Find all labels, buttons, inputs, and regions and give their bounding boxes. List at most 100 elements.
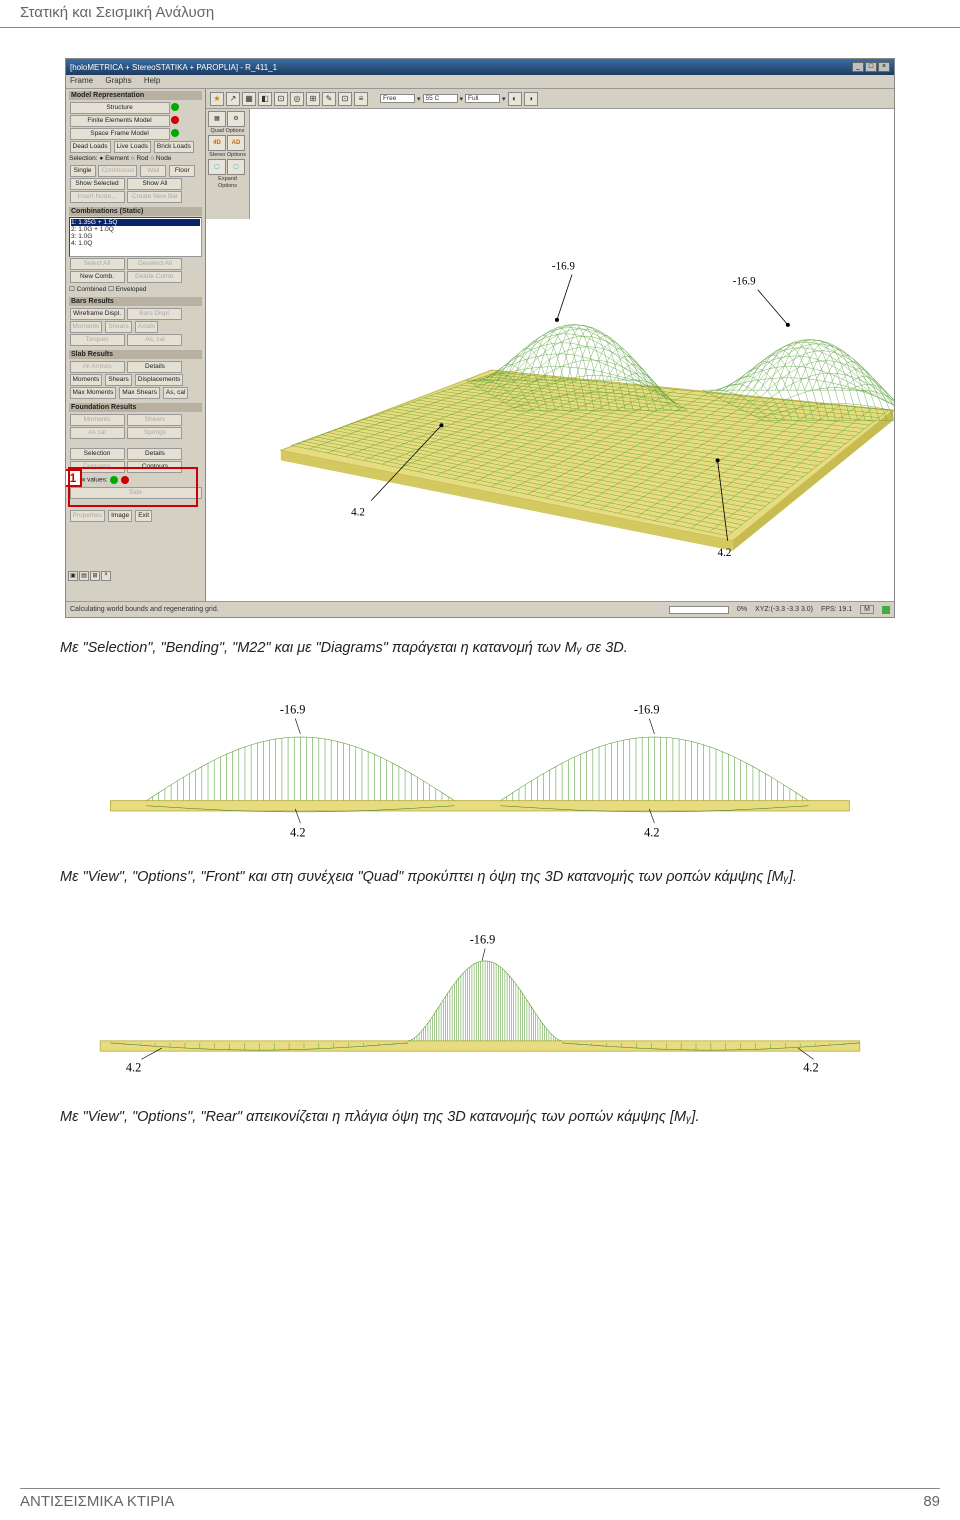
- taskbar-icon[interactable]: ⊞: [90, 571, 100, 581]
- panel-button[interactable]: Max Moments: [70, 387, 117, 399]
- tool-icon[interactable]: ◧: [258, 92, 272, 106]
- quad-icon[interactable]: ▦: [208, 111, 226, 127]
- panel-button[interactable]: As cal: [70, 427, 125, 439]
- select-all-button[interactable]: Select All: [70, 258, 125, 270]
- image-button[interactable]: Image: [108, 510, 132, 522]
- anno-label: -16.9: [280, 703, 306, 717]
- continuous-button[interactable]: Continuous: [98, 165, 137, 177]
- star-icon[interactable]: ★: [210, 92, 224, 106]
- delete-comb-button[interactable]: Delete Comb.: [127, 271, 182, 283]
- toolbar-dropdown[interactable]: Full: [465, 94, 500, 103]
- list-item[interactable]: 4: 1.0Q: [71, 240, 200, 247]
- panel-button[interactable]: Shears: [105, 374, 132, 386]
- fem-button[interactable]: Finite Elements Model: [70, 115, 170, 127]
- section-title: Slab Results: [69, 350, 202, 359]
- expand-icon[interactable]: ▢: [227, 159, 245, 175]
- anno-label: 4.2: [803, 1060, 818, 1074]
- indicator-icon: [171, 129, 179, 137]
- panel-button[interactable]: Moments: [70, 414, 125, 426]
- menu-item[interactable]: Help: [144, 76, 160, 85]
- combined-enveloped-checks[interactable]: ☐ Combined ☐ Enveloped: [69, 285, 202, 293]
- close-button[interactable]: ×: [878, 62, 890, 72]
- selection-radios[interactable]: Selection: ● Element ○ Rod ○ Node: [69, 155, 202, 162]
- toolbar-label: Quad Options: [208, 128, 247, 135]
- top-toolbar: ★ ↗ ▦ ◧ ⊡ ◎ ⊞ ✎ ⊡ ≡ Free▾ 55 C▾ Full▾ ◐ …: [206, 89, 894, 109]
- taskbar-icon[interactable]: ×: [101, 571, 111, 581]
- mesh-3d-svg: -16.9 -16.9 4.2 4.2: [250, 109, 894, 601]
- deselect-all-button[interactable]: Deselect All: [127, 258, 182, 270]
- floor-button[interactable]: Floor: [169, 165, 195, 177]
- window-buttons: _ □ ×: [852, 62, 890, 72]
- panel-button[interactable]: Moments: [70, 321, 103, 333]
- panel-button[interactable]: Moments: [70, 374, 103, 386]
- tool-icon[interactable]: ◎: [290, 92, 304, 106]
- figure-front: -16.9 -16.9 4.2 4.2: [90, 698, 870, 857]
- panel-button[interactable]: Springs: [127, 427, 182, 439]
- panel-button[interactable]: Max Shears: [119, 387, 160, 399]
- expand-icon[interactable]: ▢: [208, 159, 226, 175]
- dead-loads-button[interactable]: Dead Loads: [70, 141, 111, 153]
- panel-button[interactable]: Wireframe Displ.: [70, 308, 125, 320]
- anno-label: -16.9: [733, 276, 756, 288]
- menu-item[interactable]: Frame: [70, 76, 93, 85]
- combinations-listbox[interactable]: 1: 1.35G + 1.5Q 2: 1.0G + 1.0Q 3: 1.0G 4…: [69, 217, 202, 257]
- panel-button[interactable]: Shears: [105, 321, 132, 333]
- progress-bar: [669, 606, 729, 614]
- toolbar-dropdown[interactable]: Free: [380, 94, 415, 103]
- details-button[interactable]: Details: [127, 448, 182, 460]
- panel-button[interactable]: Bars Displ.: [127, 308, 182, 320]
- panel-button[interactable]: Torques: [70, 334, 125, 346]
- toolbar-label: Expand Options: [208, 176, 247, 190]
- tool-icon[interactable]: ⊡: [338, 92, 352, 106]
- panel-button[interactable]: As, cal: [163, 387, 189, 399]
- caption-2: Με "View", "Options", "Front" και στη συ…: [60, 867, 900, 887]
- exit-button[interactable]: Exit: [135, 510, 152, 522]
- options-icon[interactable]: ⚙: [227, 111, 245, 127]
- tool-icon[interactable]: ✎: [322, 92, 336, 106]
- live-loads-button[interactable]: Live Loads: [114, 141, 151, 153]
- insert-node-button[interactable]: Insert Node...: [70, 191, 125, 203]
- show-selected-button[interactable]: Show Selected: [70, 178, 125, 190]
- tool-icon[interactable]: ≡: [354, 92, 368, 106]
- tool-icon[interactable]: ↗: [226, 92, 240, 106]
- tool-icon[interactable]: ▦: [242, 92, 256, 106]
- page-footer: ΑΝΤΙΣΕΙΣΜΙΚΑ ΚΤΙΡΙΑ 89: [20, 1488, 940, 1510]
- panel-button[interactable]: Displacements: [135, 374, 184, 386]
- anno-label: 4.2: [644, 826, 659, 840]
- brick-loads-button[interactable]: Brick Loads: [154, 141, 194, 153]
- taskbar-icon[interactable]: ▤: [79, 571, 89, 581]
- panel-button[interactable]: Shears: [127, 414, 182, 426]
- tool-icon[interactable]: ◑: [524, 92, 538, 106]
- tool-icon[interactable]: ⊞: [306, 92, 320, 106]
- menu-item[interactable]: Graphs: [105, 76, 131, 85]
- panel-button[interactable]: All Arrows: [70, 361, 125, 373]
- stereo-ad-icon[interactable]: AD: [227, 135, 245, 151]
- maximize-button[interactable]: □: [865, 62, 877, 72]
- toolbar-label: Stereo Options: [208, 152, 247, 159]
- minimize-button[interactable]: _: [852, 62, 864, 72]
- taskbar-icon[interactable]: ▣: [68, 571, 78, 581]
- stereo-4d-icon[interactable]: 4D: [208, 135, 226, 151]
- tool-icon[interactable]: ◐: [508, 92, 522, 106]
- space-frame-button[interactable]: Space Frame Model: [70, 128, 170, 140]
- mode-indicator: M: [860, 605, 874, 614]
- panel-button[interactable]: Details: [127, 361, 182, 373]
- rear-view-svg: -16.9 4.2 4.2: [90, 928, 870, 1092]
- single-button[interactable]: Single: [70, 165, 96, 177]
- tool-icon[interactable]: ⊡: [274, 92, 288, 106]
- show-all-button[interactable]: Show All: [127, 178, 182, 190]
- panel-button[interactable]: As, cal: [127, 334, 182, 346]
- titlebar: [holoMETRICA + StereoSTATIKA + PAROPLIA]…: [66, 59, 894, 75]
- new-comb-button[interactable]: New Comb.: [70, 271, 125, 283]
- page-header: Στατική και Σεισμική Ανάλυση: [0, 0, 960, 28]
- panel-button[interactable]: Axials: [135, 321, 158, 333]
- wall-button[interactable]: Wall: [140, 165, 166, 177]
- toolbar-dropdown[interactable]: 55 C: [423, 94, 458, 103]
- list-item[interactable]: 3: 1.0G: [71, 233, 200, 240]
- list-item[interactable]: 1: 1.35G + 1.5Q: [71, 219, 200, 226]
- selection-button[interactable]: Selection: [70, 448, 125, 460]
- create-bar-button[interactable]: Create New Bar: [127, 191, 182, 203]
- properties-button[interactable]: Properties: [70, 510, 106, 522]
- structure-button[interactable]: Structure: [70, 102, 170, 114]
- list-item[interactable]: 2: 1.0G + 1.0Q: [71, 226, 200, 233]
